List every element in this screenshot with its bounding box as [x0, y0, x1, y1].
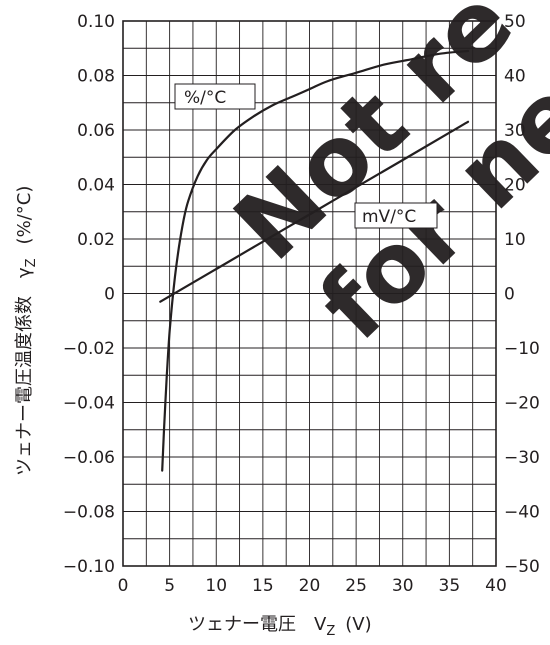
y-left-tick-label: 0.08 [77, 67, 115, 87]
x-tick-label: 20 [299, 576, 321, 596]
y-right-tick-label: −20 [504, 394, 540, 414]
series-line-mv-per-c [159, 120, 470, 303]
y-right-tick-label: −50 [504, 557, 540, 577]
curve-label-pct: %/°C [174, 83, 256, 110]
y-right-tick-label: 10 [504, 230, 526, 250]
x-tick-label: 40 [485, 576, 507, 596]
x-tick-label: 0 [118, 576, 129, 596]
x-tick-label: 30 [392, 576, 414, 596]
watermark: Not re for ne [213, 0, 550, 362]
y-right-tick-label: −30 [504, 448, 540, 468]
y-left-tick-label: −0.06 [63, 448, 115, 468]
y-right-tick-label: 0 [504, 285, 515, 305]
y-right-tick-label: 50 [504, 12, 526, 32]
x-tick-labels: 0 5 10 15 20 25 30 35 40 [118, 576, 507, 596]
y-left-tick-label: 0.02 [77, 230, 115, 250]
y-right-tick-label: −40 [504, 503, 540, 523]
plot-frame [122, 20, 497, 567]
x-axis-title-main: ツェナー電圧 V [188, 614, 327, 635]
x-axis-title: ツェナー電圧 VZ (V) [188, 614, 372, 639]
y-left-tick-label: −0.04 [63, 394, 115, 414]
x-tick-label: 10 [205, 576, 227, 596]
y-right-tick-label: −10 [504, 339, 540, 359]
y-right-tick-label: 20 [504, 176, 526, 196]
y-right-tick-labels: 50 40 30 20 10 0 −10 −20 −30 −40 −50 [504, 12, 540, 577]
series-layer [159, 49, 470, 472]
y-left-tick-labels: 0.10 0.08 0.06 0.04 0.02 0 −0.02 −0.04 −0.06 −0.0… [63, 12, 115, 577]
y-left-tick-label: 0.04 [77, 176, 115, 196]
curve-label-mv-text: mV/°C [362, 207, 416, 227]
curve-label-mv: mV/°C [354, 202, 438, 229]
x-tick-label: 15 [252, 576, 274, 596]
y-left-tick-label: 0.06 [77, 121, 115, 141]
x-tick-label: 5 [164, 576, 175, 596]
curve-label-mv-box [354, 202, 438, 229]
y-left-axis-title: ツェナー電圧温度係数 γZ (%/°C) [14, 186, 39, 476]
curve-label-pct-box [174, 83, 256, 110]
y-left-axis-title-unit: (%/°C) [14, 186, 35, 245]
y-left-tick-label: −0.08 [63, 503, 115, 523]
y-right-tick-label: 40 [504, 67, 526, 87]
x-tick-label: 35 [439, 576, 461, 596]
x-axis-title-unit: (V) [345, 614, 371, 635]
y-left-tick-label: 0.10 [77, 12, 115, 32]
y-left-tick-label: −0.02 [63, 339, 115, 359]
y-left-axis-title-sub: Z [24, 258, 39, 267]
y-right-tick-label: 30 [504, 121, 526, 141]
y-left-tick-label: 0 [104, 285, 115, 305]
series-line-pct-per-c [161, 49, 470, 472]
x-tick-label: 25 [345, 576, 367, 596]
y-left-tick-label: −0.10 [63, 557, 115, 577]
curve-label-pct-text: %/°C [184, 88, 226, 108]
x-axis-title-sub: Z [326, 624, 335, 639]
y-left-axis-title-main: ツェナー電圧温度係数 γ [14, 267, 35, 476]
